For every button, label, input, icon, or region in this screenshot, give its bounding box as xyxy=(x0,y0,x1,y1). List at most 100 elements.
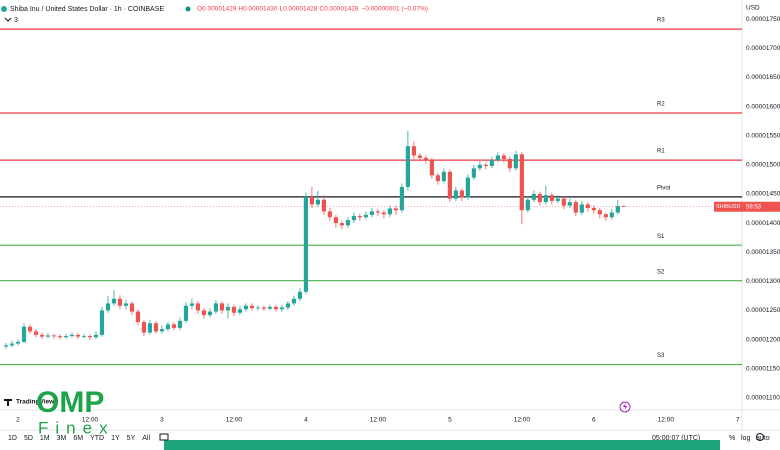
candle-body xyxy=(273,306,279,310)
candle-body xyxy=(21,326,27,342)
range-button[interactable]: 6M xyxy=(73,435,83,442)
clock: 05:00:07 (UTC) xyxy=(652,435,700,442)
y-tick-label: 0.00001500 xyxy=(746,162,780,169)
range-button[interactable]: 3M xyxy=(57,435,67,442)
candle-body xyxy=(519,154,524,211)
candle-body xyxy=(87,336,93,338)
x-tick-label: 5 xyxy=(448,417,452,424)
candle-body xyxy=(441,171,446,182)
price-tag-bg xyxy=(714,201,742,212)
pivot-label: R1 xyxy=(657,149,665,155)
candle-body xyxy=(501,155,506,159)
candle-body xyxy=(417,155,422,158)
candle-body xyxy=(339,223,345,226)
candle-body xyxy=(351,216,357,221)
candle-body xyxy=(297,291,303,299)
candle-body xyxy=(177,320,183,328)
candle-body xyxy=(147,323,153,333)
candle-body xyxy=(45,335,51,337)
candle-body xyxy=(3,345,9,347)
pivot-label: Pivot xyxy=(657,185,671,191)
candle-body xyxy=(507,158,512,169)
candle-body xyxy=(153,323,159,332)
range-button[interactable]: 1M xyxy=(40,435,50,442)
x-tick-label: 7 xyxy=(736,417,740,424)
candle-body xyxy=(381,212,386,215)
range-button[interactable]: 1D xyxy=(8,435,17,442)
range-button[interactable]: YTD xyxy=(90,435,104,442)
chart-title: Shiba Inu / United States Dollar · 1h · … xyxy=(10,6,164,13)
y-tick-label: 0.00001400 xyxy=(746,220,780,227)
scrollbar[interactable] xyxy=(164,440,720,450)
pivot-label: S3 xyxy=(657,353,665,359)
candle-body xyxy=(207,311,213,316)
countdown: 59:53 xyxy=(746,204,762,210)
candle-body xyxy=(93,334,99,338)
y-tick-label: 0.00001600 xyxy=(746,103,780,110)
y-tick-label: 0.00001750 xyxy=(746,16,780,23)
range-button[interactable]: 1Y xyxy=(111,435,120,442)
candle-body xyxy=(411,146,416,156)
candle-body xyxy=(399,186,404,211)
collapse-icon[interactable] xyxy=(4,17,12,22)
pivot-label: R3 xyxy=(657,18,665,24)
range-button[interactable]: All xyxy=(142,435,150,442)
settings-icon[interactable] xyxy=(756,433,764,441)
candle-body xyxy=(435,175,440,182)
candle-body xyxy=(405,146,410,187)
pivot-label: S2 xyxy=(657,269,665,275)
candle-body xyxy=(309,196,315,205)
market-status xyxy=(185,6,191,12)
candle-body xyxy=(159,329,165,332)
y-tick-label: 0.00001550 xyxy=(746,132,780,139)
scale-option[interactable]: log xyxy=(741,435,750,442)
pivot-label: S1 xyxy=(657,234,665,240)
candle-body xyxy=(99,310,105,335)
y-tick-label: 0.00001200 xyxy=(746,336,780,343)
ohlc-header: O0.00001429 H0.00001430 L0.00001428 C0.0000… xyxy=(197,6,428,13)
range-button[interactable]: 5Y xyxy=(127,435,136,442)
candle-body xyxy=(573,202,578,213)
x-tick-label: 12:00 xyxy=(658,417,675,424)
candle-body xyxy=(75,334,81,337)
y-tick-label: 0.00001650 xyxy=(746,74,780,81)
candle-body xyxy=(363,214,369,218)
price-tag-symbol: SHIBUSD xyxy=(716,204,740,210)
candle-body xyxy=(477,164,482,169)
candle-body xyxy=(567,202,572,206)
tradingview-logo: TradingView xyxy=(16,399,55,406)
candle-body xyxy=(465,177,470,198)
candle-body xyxy=(579,204,584,213)
candle-body xyxy=(219,303,225,311)
x-tick-label: 3 xyxy=(160,417,164,424)
candle-body xyxy=(483,164,488,166)
candle-body xyxy=(117,298,123,306)
candle-body xyxy=(15,341,21,344)
candle-body xyxy=(555,198,560,201)
candle-body xyxy=(81,336,87,337)
y-tick-label: 0.00001450 xyxy=(746,191,780,198)
range-button[interactable]: 5D xyxy=(24,435,33,442)
x-tick-label: 2 xyxy=(16,417,20,424)
watermark-main: OMP xyxy=(36,386,104,419)
ohlc-value: O0.00001429 xyxy=(197,6,237,13)
scale-option[interactable]: % xyxy=(729,435,735,442)
candle-body xyxy=(357,216,363,218)
y-tick-label: 0.00001700 xyxy=(746,45,780,52)
candle-body xyxy=(615,206,620,213)
indicator-count[interactable]: 3 xyxy=(14,17,18,24)
candle-body xyxy=(279,307,285,310)
currency[interactable]: USD xyxy=(746,5,760,12)
candle-body xyxy=(39,334,45,337)
calendar-icon[interactable] xyxy=(159,433,169,441)
x-tick-label: 12:00 xyxy=(82,417,99,424)
candle-body xyxy=(525,199,530,211)
candle-body xyxy=(291,298,297,304)
watermark-sub: Finex xyxy=(38,418,115,437)
event-icon[interactable] xyxy=(619,401,631,413)
candle-body xyxy=(51,335,57,337)
x-tick-label: 6 xyxy=(592,417,596,424)
candle-body xyxy=(33,331,39,335)
